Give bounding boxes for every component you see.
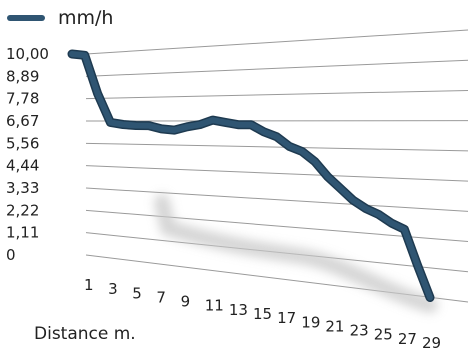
x-tick-label: 29 bbox=[422, 334, 441, 351]
chart-legend: mm/h bbox=[10, 7, 113, 29]
y-tick-label: 1,11 bbox=[6, 224, 39, 242]
x-tick-label: 13 bbox=[229, 301, 248, 319]
y-tick-label: 5,56 bbox=[6, 134, 39, 152]
x-tick-label: 9 bbox=[181, 293, 191, 311]
y-tick-label: 2,22 bbox=[6, 201, 39, 219]
x-tick-label: 15 bbox=[253, 305, 272, 323]
y-tick-label: 8,89 bbox=[6, 67, 39, 85]
grid-line bbox=[86, 188, 468, 211]
x-tick-label: 3 bbox=[108, 280, 118, 298]
y-tick-label: 3,33 bbox=[6, 179, 39, 197]
x-tick-label: 19 bbox=[301, 313, 320, 331]
grid-line bbox=[86, 30, 468, 54]
x-tick-label: 27 bbox=[398, 330, 417, 348]
y-tick-label: 4,44 bbox=[6, 157, 39, 175]
grid-line bbox=[86, 143, 468, 151]
grid-line bbox=[86, 60, 468, 76]
x-tick-label: 7 bbox=[156, 288, 166, 306]
series-line-mm-h bbox=[72, 54, 430, 298]
grid-line bbox=[86, 166, 468, 181]
x-tick-label: 1 bbox=[84, 276, 94, 294]
y-tick-label: 10,00 bbox=[6, 45, 49, 63]
y-axis-ticks: 10,00 8,89 7,78 6,67 5,56 4,44 3,33 2,22 1,11 0 bbox=[6, 45, 49, 264]
chart-grid bbox=[86, 30, 468, 302]
x-tick-label: 21 bbox=[325, 317, 344, 335]
y-tick-label: 7,78 bbox=[6, 90, 39, 108]
y-tick-label: 6,67 bbox=[6, 112, 39, 130]
grid-line bbox=[86, 90, 468, 98]
series-line-outline bbox=[72, 54, 430, 298]
legend-label: mm/h bbox=[58, 7, 113, 29]
series-layer bbox=[72, 54, 430, 298]
x-tick-label: 17 bbox=[277, 309, 296, 327]
y-tick-label: 0 bbox=[6, 246, 16, 264]
x-tick-label: 25 bbox=[374, 326, 393, 344]
x-axis-label: Distance m. bbox=[34, 324, 136, 344]
x-tick-label: 11 bbox=[205, 297, 224, 315]
x-tick-label: 23 bbox=[350, 322, 369, 340]
x-tick-label: 5 bbox=[132, 284, 142, 302]
